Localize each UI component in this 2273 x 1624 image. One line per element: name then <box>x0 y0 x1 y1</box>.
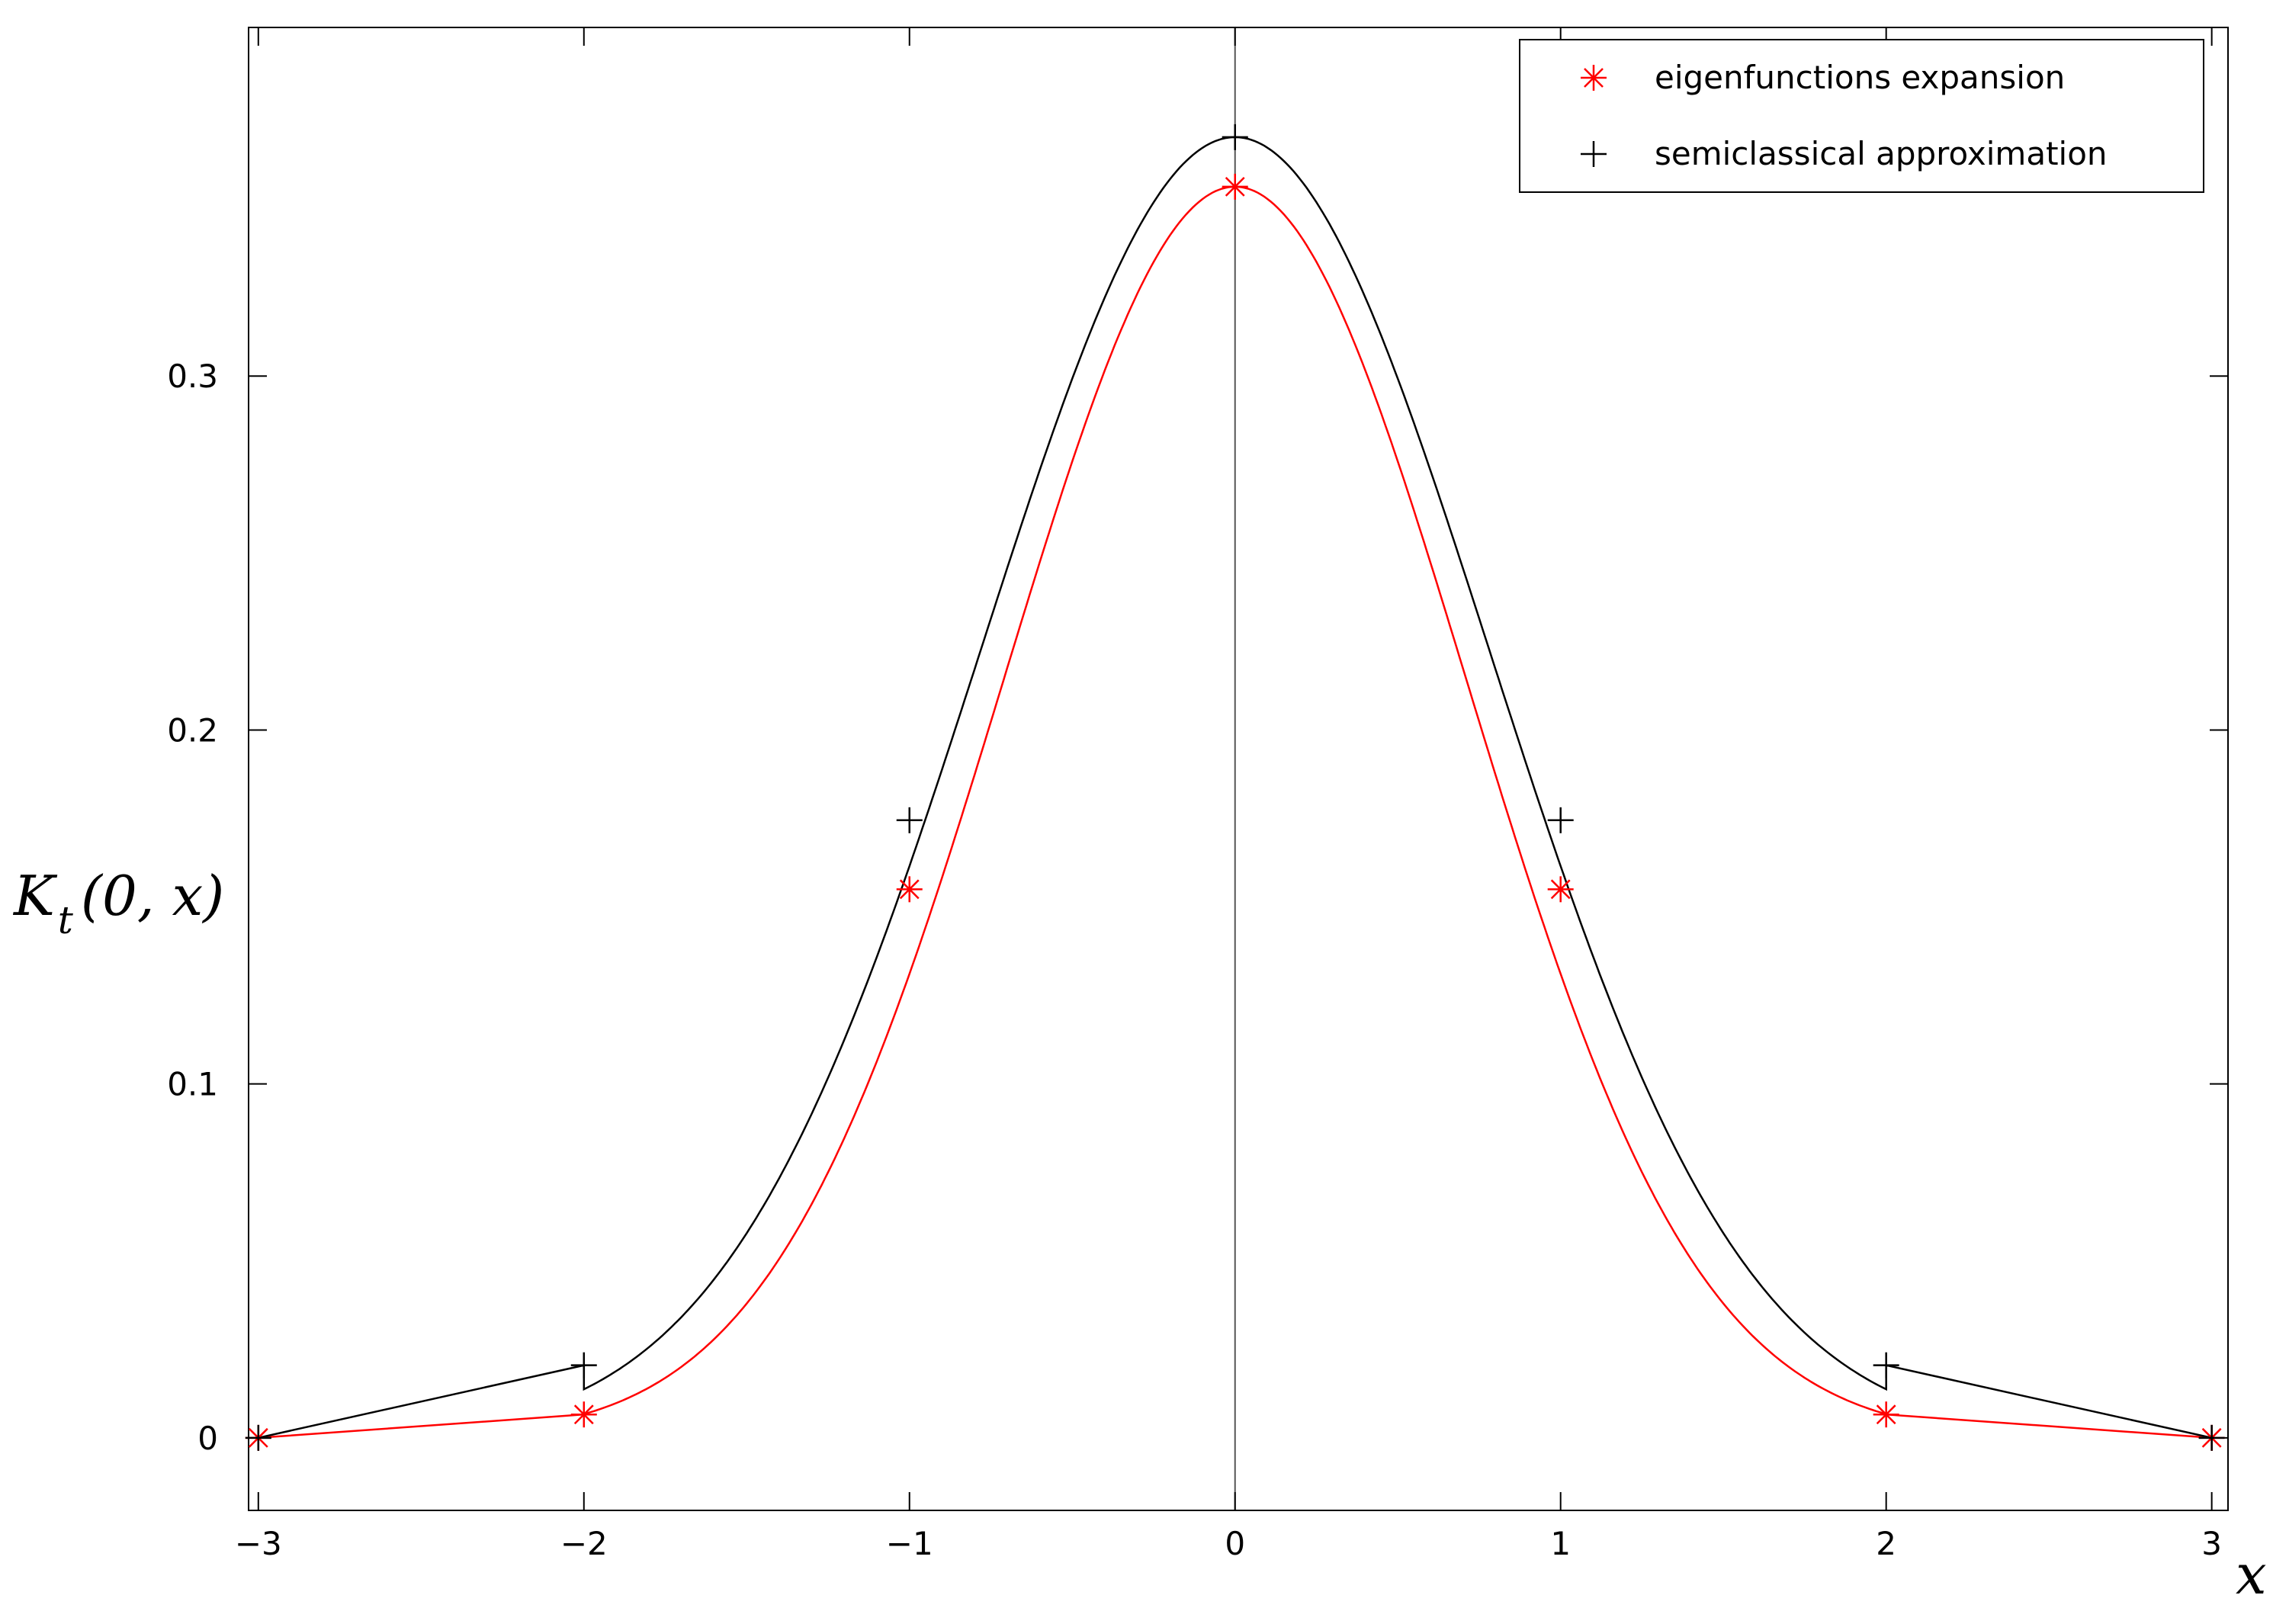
x-tick-label: 1 <box>1550 1525 1571 1562</box>
x-axis-label: x <box>2236 1542 2267 1606</box>
tick-label-layer: −3 −2 −1 0 1 2 3 0 0.1 0.2 0.3 <box>167 358 2222 1562</box>
asterisk-icon <box>1581 65 1607 91</box>
legend-label-eigenfunctions: eigenfunctions expansion <box>1655 59 2065 96</box>
data-point-eigenfunctions <box>570 1401 597 1428</box>
data-point-eigenfunctions <box>1547 876 1574 903</box>
legend-label-semiclassical: semiclassical approximation <box>1655 135 2108 172</box>
data-point-semiclassical <box>245 1424 271 1451</box>
data-point-semiclassical <box>1873 1352 1899 1378</box>
legend-marker-semiclassical <box>1581 141 1607 167</box>
legend-box <box>1519 39 2204 193</box>
x-tick-label: 2 <box>1876 1525 1896 1562</box>
x-tick-label: 0 <box>1225 1525 1245 1562</box>
tick-layer <box>249 27 2228 1510</box>
plot-frame <box>248 27 2229 1511</box>
marker-layer <box>245 124 2225 1451</box>
data-point-eigenfunctions <box>896 876 923 903</box>
y-axis-label: K t (0, x) <box>12 864 224 942</box>
y-tick-label: 0.1 <box>167 1066 218 1103</box>
y-tick-label: 0 <box>197 1420 218 1457</box>
x-tick-label: −1 <box>886 1525 933 1562</box>
data-point-semiclassical <box>570 1352 597 1378</box>
x-tick-label: −2 <box>560 1525 608 1562</box>
data-point-eigenfunctions <box>1222 173 1248 200</box>
data-point-semiclassical <box>1222 124 1248 150</box>
data-point-semiclassical <box>2198 1424 2225 1451</box>
x-tick-label: 3 <box>2201 1525 2222 1562</box>
legend: eigenfunctions expansion semiclassical a… <box>1519 39 2204 193</box>
legend-marker-eigenfunctions <box>1581 65 1607 91</box>
data-point-semiclassical <box>896 807 923 833</box>
x-tick-label: −3 <box>235 1525 282 1562</box>
y-tick-label: 0.2 <box>167 711 218 749</box>
y-tick-label: 0.3 <box>167 358 218 395</box>
data-point-eigenfunctions <box>1873 1401 1899 1428</box>
plus-icon <box>1581 141 1607 167</box>
data-point-semiclassical <box>1547 807 1574 833</box>
